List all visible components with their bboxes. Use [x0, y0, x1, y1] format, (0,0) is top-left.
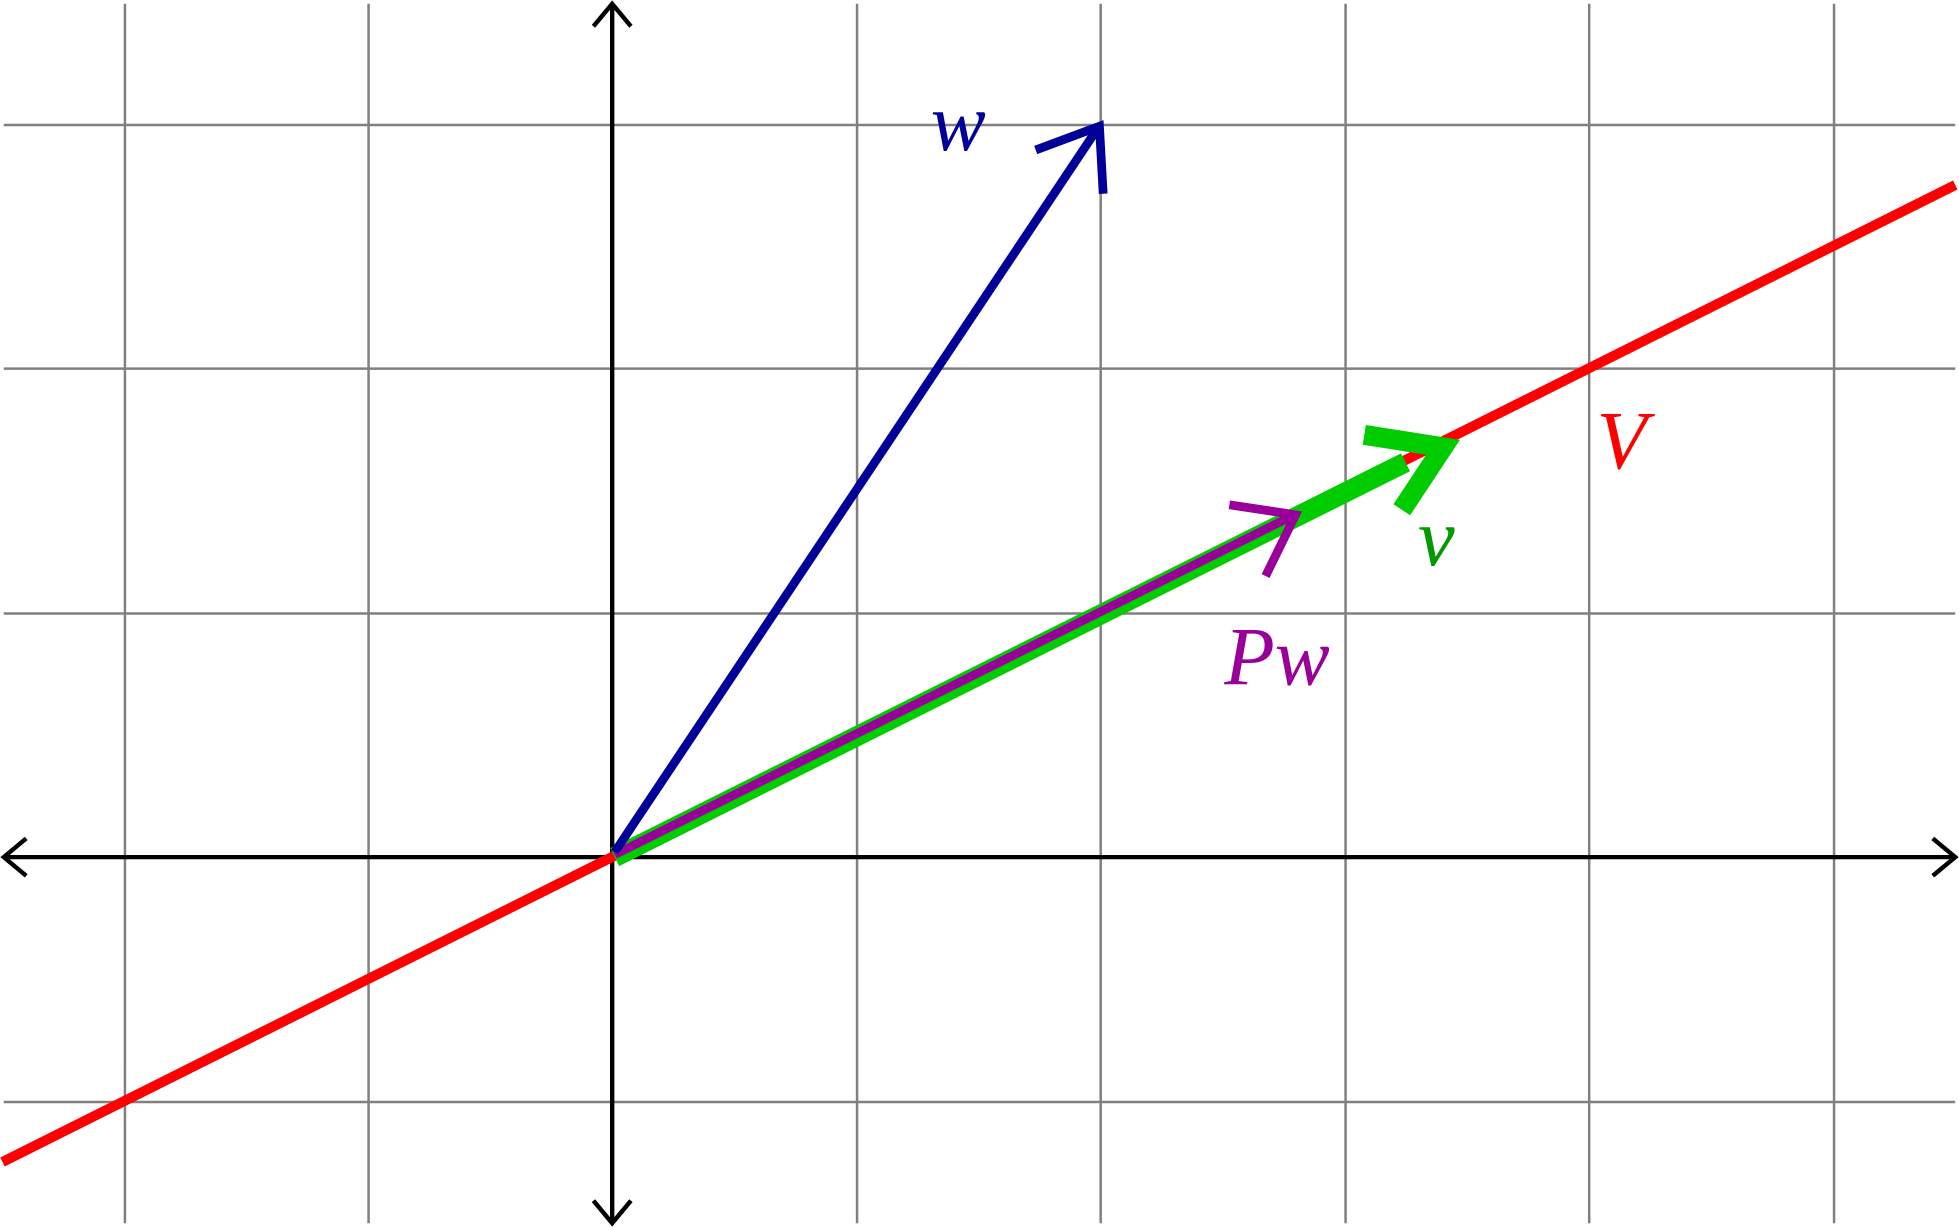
- vector-w: [611, 120, 1108, 855]
- arrowhead: [1931, 836, 1959, 878]
- label-pw: Pw: [1223, 612, 1329, 703]
- vector-shaft: [612, 510, 1297, 859]
- arrowhead: [1362, 424, 1460, 516]
- label-v: v: [1418, 492, 1455, 583]
- arrowhead: [1228, 500, 1303, 578]
- label-subspace: V: [1597, 396, 1656, 487]
- label-w: w: [931, 77, 986, 168]
- arrowhead: [1034, 120, 1108, 194]
- vector-pw: [612, 500, 1303, 859]
- arrowhead: [0, 836, 28, 878]
- vector-shaft: [611, 125, 1102, 855]
- grid: [3, 3, 1956, 1224]
- arrowhead: [591, 1199, 633, 1227]
- arrowhead: [591, 0, 633, 28]
